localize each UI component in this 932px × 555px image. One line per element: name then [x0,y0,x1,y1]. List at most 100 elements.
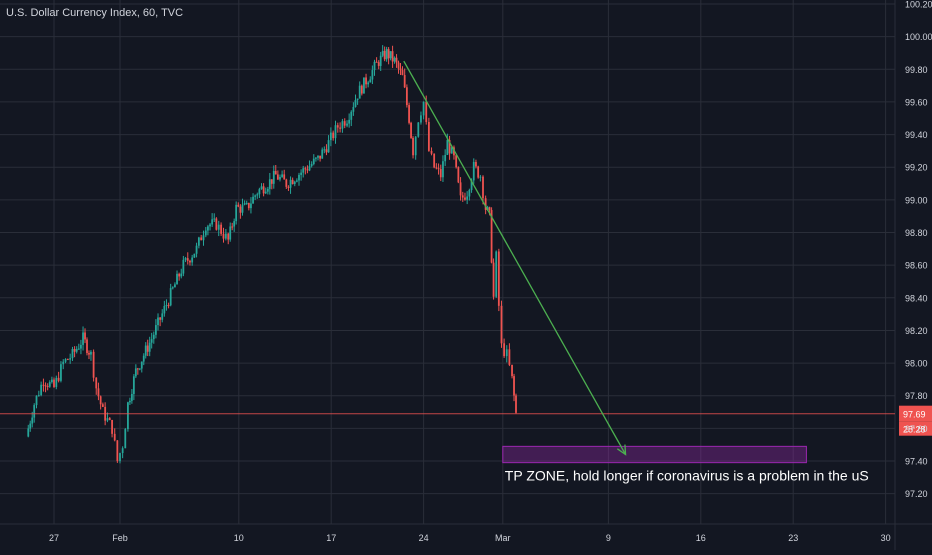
candle-body [477,166,480,178]
candle-body [389,51,392,59]
candle-body [62,361,65,365]
countdown-value: 28:28 [903,425,926,435]
tp-zone-box[interactable] [502,445,807,464]
chart-title: U.S. Dollar Currency Index, 60, TVC [6,7,184,19]
candle-body [373,61,376,71]
candle-body [379,55,382,66]
candle-body [217,224,220,230]
candle-body [457,167,460,183]
candle-body [75,349,78,352]
candle-body [189,260,191,263]
candle-body [222,233,225,239]
candle-body [293,181,296,185]
candle-body [513,376,515,396]
candle-body [161,313,164,320]
candle-body [422,101,425,116]
trend-arrow-line[interactable] [403,60,627,455]
candle-body [180,273,183,277]
candle-body [410,122,412,138]
x-tick-label: Mar [495,533,511,543]
candle-body [408,105,410,123]
candle-body [500,305,503,344]
candle-body [385,49,388,60]
candle-body [92,351,95,378]
x-tick-label: 10 [234,533,244,543]
candle-body [239,206,242,213]
y-tick-label: 99.40 [905,130,928,140]
candle-body [435,167,438,169]
candle-body [488,207,491,211]
candle-body [186,258,189,261]
candle-body [399,68,402,71]
candle-body [444,154,447,162]
candle-body [381,50,384,56]
candle-body [505,349,508,357]
candle-body [464,197,466,200]
candle-body [227,233,230,240]
candle-body [470,180,473,191]
candle-body [121,448,124,454]
candle-body [86,339,88,353]
candle-body [391,51,394,62]
candle-body [395,57,398,63]
y-tick-label: 99.20 [905,163,928,173]
y-tick-label: 99.60 [905,97,928,107]
candle-body [165,305,168,307]
candle-body [129,400,131,403]
candle-body [229,226,232,240]
candle-body [412,137,414,156]
candle-body [365,77,367,85]
candle-body [295,180,298,182]
tp-zone-label: TP ZONE, hold longer if coronavirus is a… [505,468,869,484]
candle-body [270,179,273,184]
candle-body [377,62,380,66]
candle-body [191,257,194,263]
candle-body [468,190,471,197]
candle-body [503,343,506,357]
candle-body [130,393,133,401]
candle-body [300,172,303,175]
candle-body [256,194,259,196]
y-tick-label: 97.80 [905,391,928,401]
candle-body [427,121,430,151]
candle-body [329,132,332,141]
candle-body [472,161,475,181]
candle-body [417,122,420,137]
y-tick-label: 97.20 [905,489,928,499]
candle-body [281,174,283,177]
candle-body [163,305,166,314]
candle-body [207,226,209,231]
x-tick-label: 23 [788,533,798,543]
candle-body [80,344,82,349]
candle-body [442,161,444,178]
candle-body [116,440,119,462]
candle-body [401,70,404,76]
candle-body [393,57,396,62]
candle-body [260,186,263,190]
candle-body [132,376,135,394]
candle-body [455,155,458,168]
candle-body [66,359,69,361]
candle-body [397,62,400,69]
x-tick-label: Feb [112,533,128,543]
candle-body [448,140,451,154]
candle-body [314,157,317,159]
candle-body [266,188,269,192]
candle-body [211,219,214,225]
candle-body [127,402,129,430]
candle-body [358,85,361,99]
candle-body [195,245,198,254]
candle-body [479,176,482,178]
candle-body [182,259,185,274]
candle-body [279,176,281,180]
candle-body [336,125,339,128]
candle-body [57,377,60,381]
candle-body [268,179,271,189]
candle-body [155,325,157,335]
candle-body [243,203,246,205]
candle-body [40,384,43,396]
candle-body [306,169,309,171]
candle-body [252,196,254,204]
